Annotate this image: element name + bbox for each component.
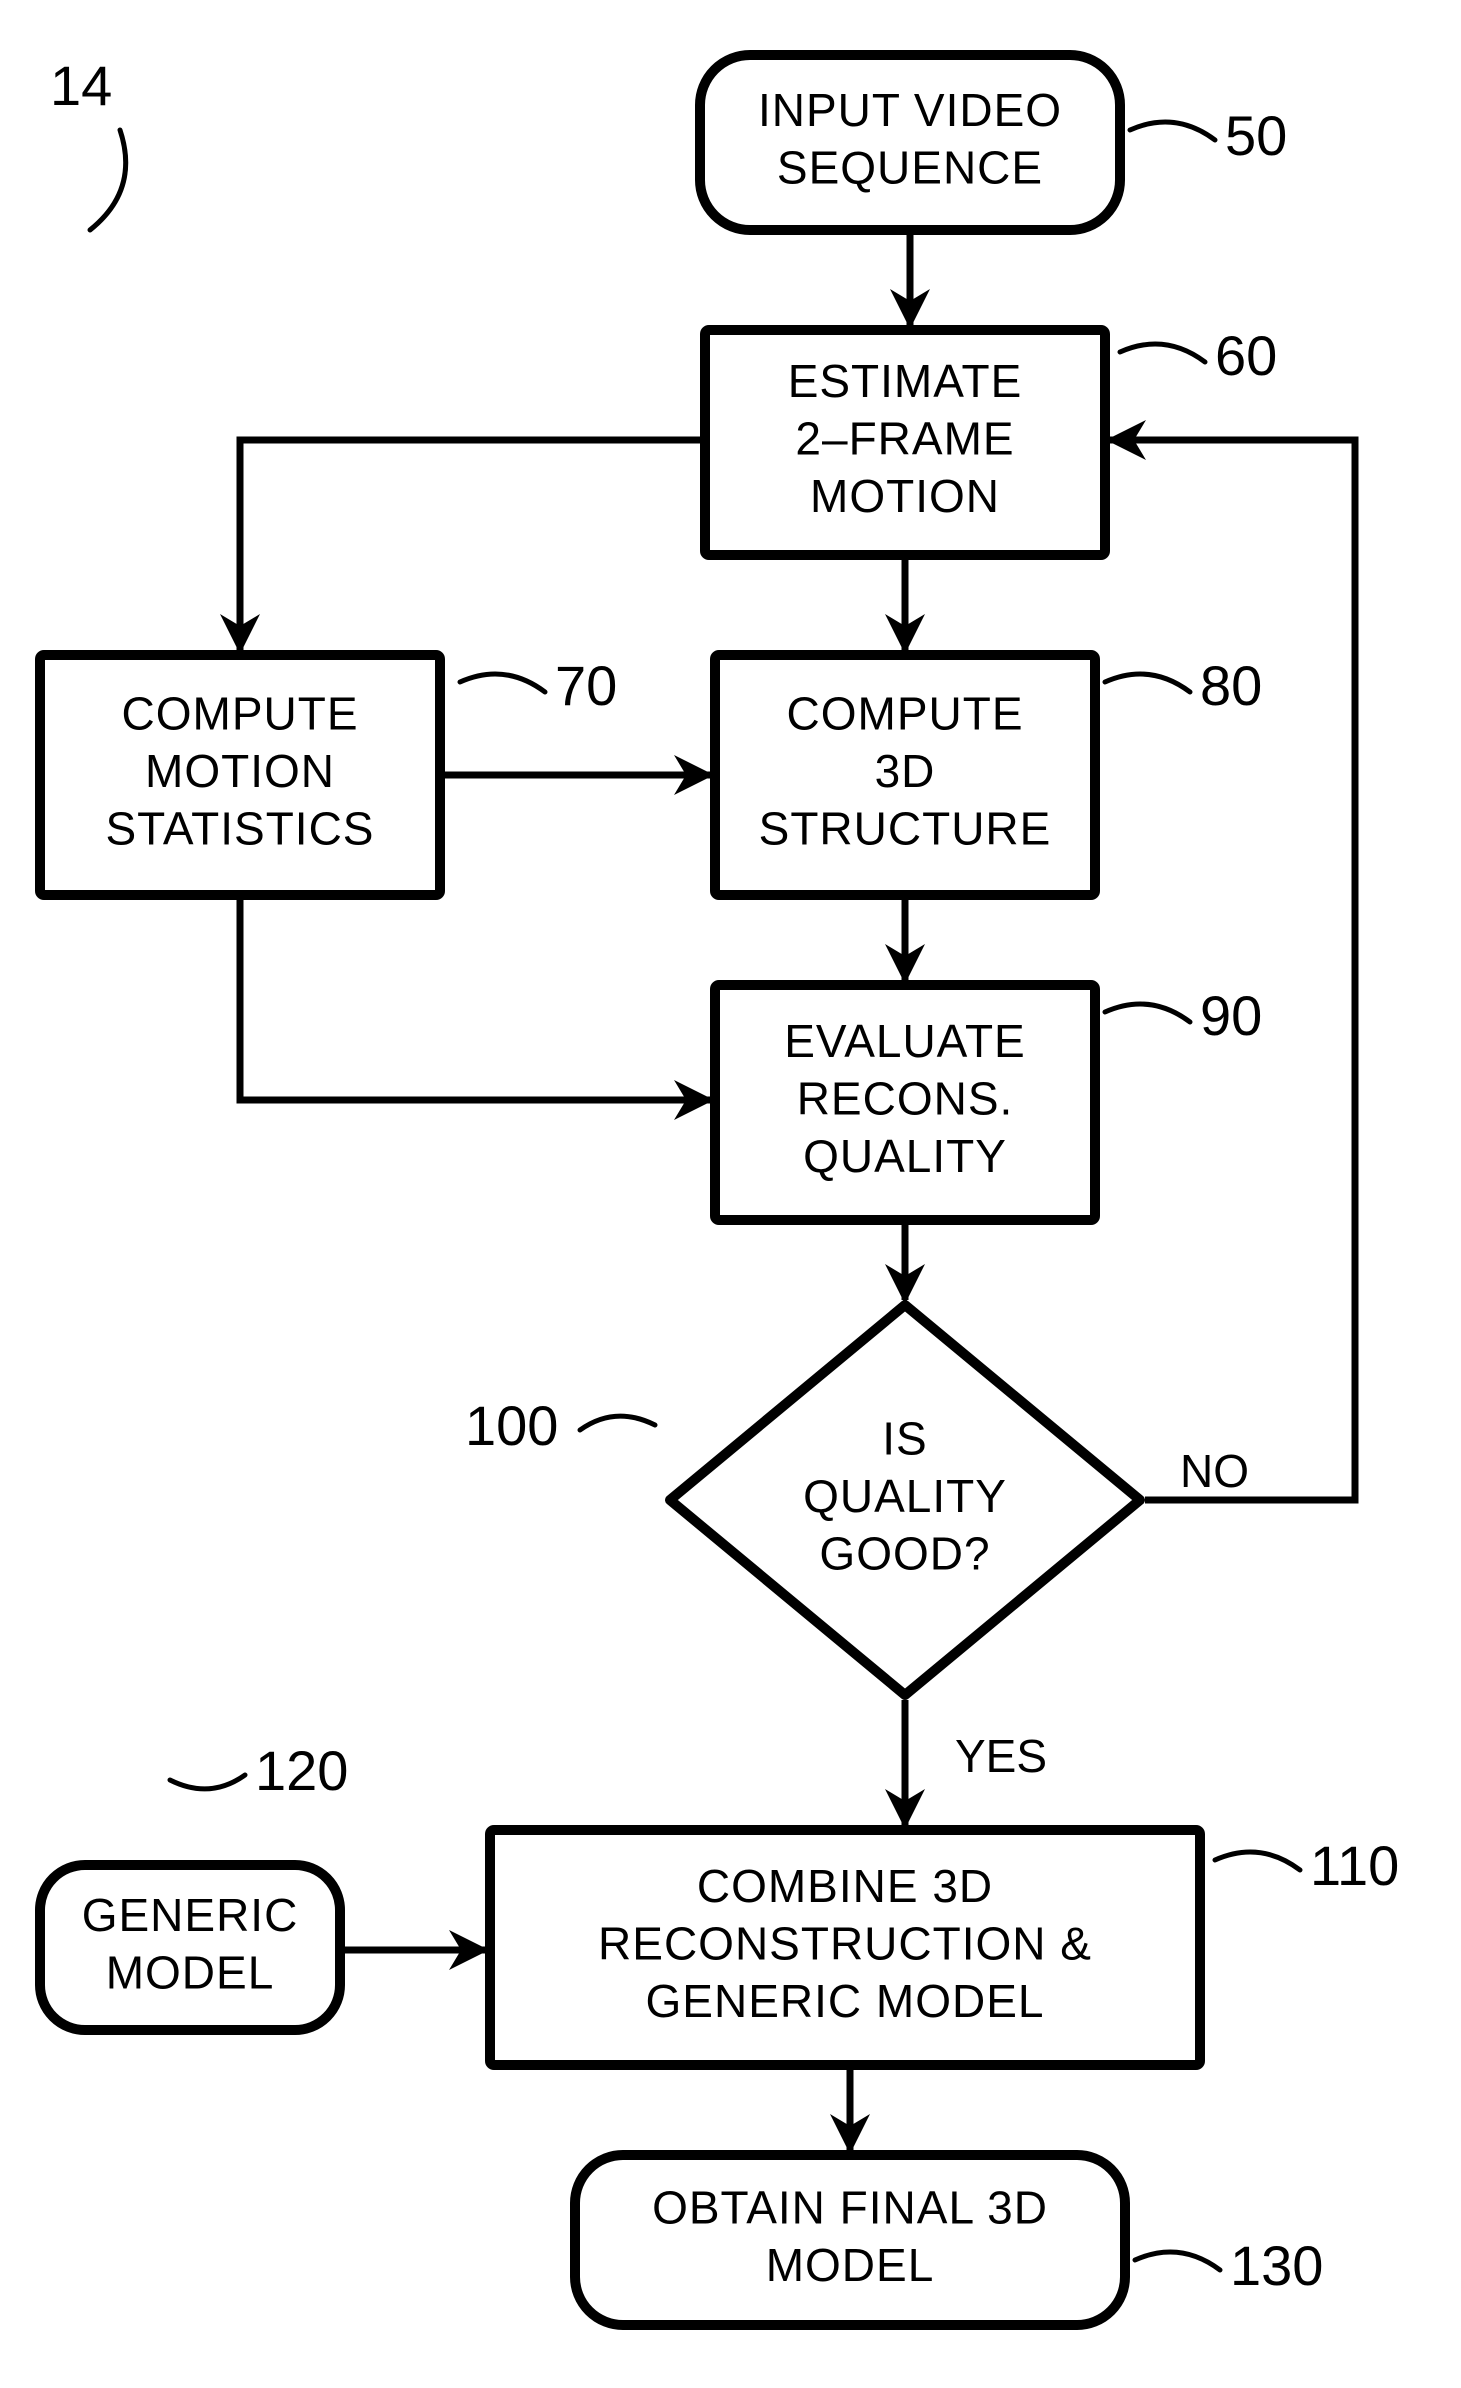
edge-label-yes: YES xyxy=(955,1730,1047,1782)
svg-text:EVALUATE: EVALUATE xyxy=(784,1015,1025,1067)
svg-text:2–FRAME: 2–FRAME xyxy=(795,413,1014,465)
svg-text:ESTIMATE: ESTIMATE xyxy=(788,355,1023,407)
ref-label-50: 50 xyxy=(1225,104,1287,167)
svg-text:COMPUTE: COMPUTE xyxy=(787,688,1024,740)
svg-text:QUALITY: QUALITY xyxy=(803,1130,1007,1182)
edge-n100-n60 xyxy=(1110,440,1355,1500)
leader-r90 xyxy=(1105,1004,1190,1022)
leader-r50 xyxy=(1130,122,1215,140)
leader-r110 xyxy=(1215,1852,1300,1870)
leader-r70 xyxy=(460,674,545,692)
leader-r80 xyxy=(1105,674,1190,692)
svg-text:GENERIC MODEL: GENERIC MODEL xyxy=(646,1975,1045,2027)
edge-n70-n90 xyxy=(240,900,710,1100)
svg-text:STRUCTURE: STRUCTURE xyxy=(759,803,1052,855)
leader-r60 xyxy=(1120,344,1205,362)
ref-label-120: 120 xyxy=(255,1739,348,1802)
flowchart: INPUT VIDEOSEQUENCEESTIMATE2–FRAMEMOTION… xyxy=(0,0,1461,2388)
leader-r130 xyxy=(1135,2252,1220,2270)
svg-text:OBTAIN FINAL 3D: OBTAIN FINAL 3D xyxy=(652,2181,1048,2233)
ref-label-60: 60 xyxy=(1215,324,1277,387)
svg-text:MODEL: MODEL xyxy=(766,2239,935,2291)
svg-text:COMPUTE: COMPUTE xyxy=(122,688,359,740)
svg-text:COMBINE 3D: COMBINE 3D xyxy=(697,1860,993,1912)
ref-label-14: 14 xyxy=(50,54,112,117)
svg-text:GENERIC: GENERIC xyxy=(82,1889,299,1941)
ref-label-70: 70 xyxy=(555,654,617,717)
ref-label-130: 130 xyxy=(1230,2234,1323,2297)
leader-r120 xyxy=(170,1775,245,1789)
edge-label-no: NO xyxy=(1180,1445,1249,1497)
svg-text:RECONSTRUCTION &: RECONSTRUCTION & xyxy=(598,1918,1092,1970)
leader-fig xyxy=(90,130,126,230)
svg-text:3D: 3D xyxy=(875,745,936,797)
svg-text:SEQUENCE: SEQUENCE xyxy=(777,141,1043,193)
svg-text:GOOD?: GOOD? xyxy=(819,1528,990,1580)
ref-label-90: 90 xyxy=(1200,984,1262,1047)
edge-n60-n70 xyxy=(240,440,700,650)
svg-text:STATISTICS: STATISTICS xyxy=(106,803,375,855)
svg-text:MOTION: MOTION xyxy=(145,745,335,797)
svg-text:MODEL: MODEL xyxy=(106,1946,275,1998)
svg-text:RECONS.: RECONS. xyxy=(797,1073,1014,1125)
leader-r100 xyxy=(580,1416,655,1430)
ref-label-110: 110 xyxy=(1310,1834,1399,1897)
svg-text:QUALITY: QUALITY xyxy=(803,1470,1007,1522)
ref-label-80: 80 xyxy=(1200,654,1262,717)
svg-text:IS: IS xyxy=(882,1413,927,1465)
svg-text:INPUT VIDEO: INPUT VIDEO xyxy=(758,84,1062,136)
svg-text:MOTION: MOTION xyxy=(810,470,1000,522)
ref-label-100: 100 xyxy=(465,1394,558,1457)
